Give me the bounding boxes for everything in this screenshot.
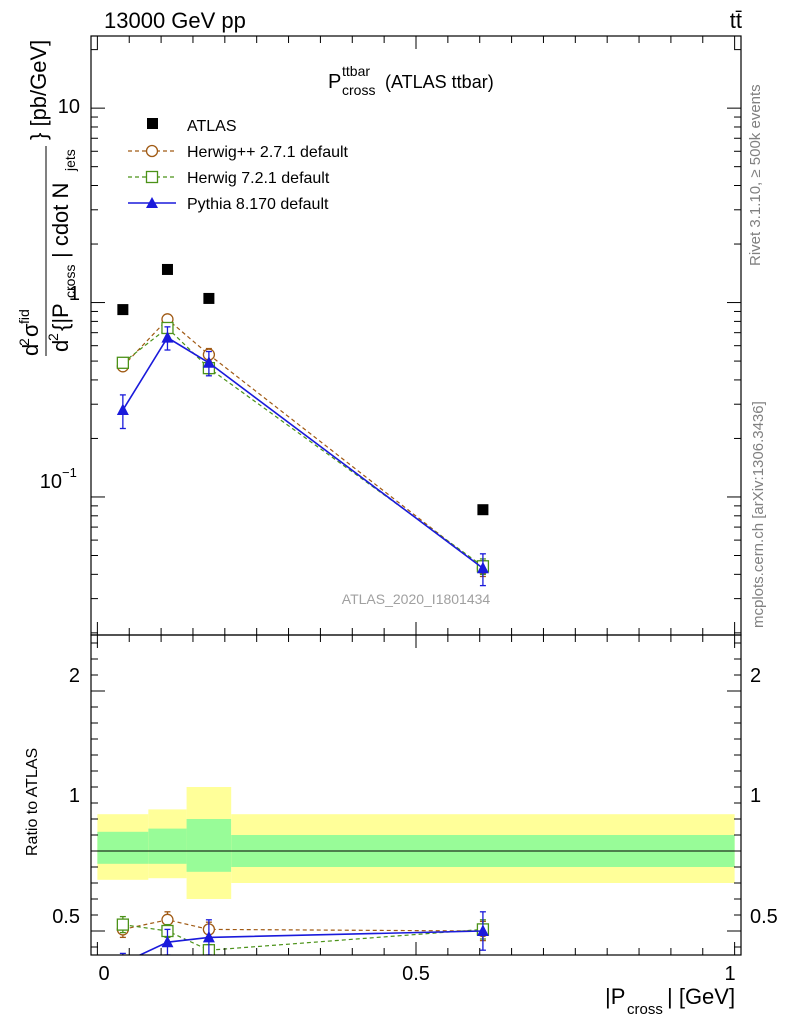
ratio-bands xyxy=(91,787,741,899)
point-pythia-8-170-default-3 xyxy=(476,924,489,936)
point-atlas-2 xyxy=(203,292,215,304)
xlabel-sub: cross xyxy=(627,1001,663,1018)
mcplots-label: mcplots.cern.ch [arXiv:1306.3436] xyxy=(750,401,767,628)
header-energy: 13000 GeV pp xyxy=(104,8,246,33)
xtick-label-05: 0.5 xyxy=(402,963,430,985)
analysis-watermark: ATLAS_2020_I1801434 xyxy=(342,591,491,607)
ytick-label-10: 10 xyxy=(58,96,80,118)
ytick-label-01-exp: −1 xyxy=(62,465,77,480)
legend-marker-herwig7 xyxy=(145,170,159,184)
axes-frame xyxy=(90,35,742,956)
legend-label-herwigpp: Herwig++ 2.7.1 default xyxy=(187,144,349,161)
title-sub: cross xyxy=(342,82,375,98)
ylabel-den-d: d xyxy=(48,340,73,352)
rtick-label-2-left: 2 xyxy=(69,665,80,687)
series-line-herwig-7-2-1-default xyxy=(122,924,483,951)
point-pythia-8-170-default-0 xyxy=(116,403,129,416)
xlabel-pre: |P xyxy=(605,984,625,1009)
series-line-herwig-2-7-1-default xyxy=(122,318,484,569)
point-atlas-1 xyxy=(161,263,173,275)
ratio-data xyxy=(116,911,490,969)
series-line-herwig-2-7-1-default xyxy=(122,919,483,932)
point-atlas-0 xyxy=(117,304,129,316)
point-pythia-8-170-default-2 xyxy=(202,930,215,943)
legend: ATLAS Herwig++ 2.7.1 default Herwig 7.2.… xyxy=(128,118,349,213)
band-green-1 xyxy=(148,828,187,864)
rtick-label-05-right: 0.5 xyxy=(750,906,778,928)
main-ytick-labels: 10 1 10 −1 xyxy=(40,96,80,493)
series-line-pythia-8-170-default xyxy=(138,930,483,955)
legend-label-atlas: ATLAS xyxy=(187,118,237,135)
legend-label-herwig7: Herwig 7.2.1 default xyxy=(187,170,330,187)
series-line-herwig-7-2-1-default xyxy=(122,327,484,567)
xtick-label-1: 1 xyxy=(724,963,735,985)
point-pythia-8-170-default-3 xyxy=(476,561,489,574)
title-tail: (ATLAS ttbar) xyxy=(385,72,494,92)
main-ylabel: d 2 σ fid d 2 {|P cross | cdot N jets } … xyxy=(16,40,78,356)
ylabel-den-sub: cross xyxy=(62,265,78,298)
series-line-pythia-8-170-default xyxy=(122,336,484,569)
ylabel-num-sigma: σ xyxy=(18,323,43,337)
ylabel-num-sigma-sup: fid xyxy=(16,309,32,324)
ratio-ytick-labels: 0.5 1 2 0.5 1 2 xyxy=(52,665,778,928)
point-pythia-8-170-default-0 xyxy=(117,957,129,969)
ylabel-num-sup: 2 xyxy=(16,338,32,346)
point-atlas-3 xyxy=(477,504,489,516)
rtick-label-1-right: 1 xyxy=(750,785,761,807)
ratio-xlabel: |P cross | [GeV] xyxy=(605,984,735,1018)
xtick-labels: 0 0.5 1 xyxy=(98,963,735,985)
point-herwig-7-2-1-default-0 xyxy=(116,918,130,931)
header-process: tt̄ xyxy=(730,8,742,33)
ylabel-den-mid: | cdot N xyxy=(48,183,73,258)
rtick-label-2-right: 2 xyxy=(750,665,761,687)
point-pythia-8-170-default-1 xyxy=(161,331,174,343)
ylabel-tail: } [pb/GeV] xyxy=(26,40,51,140)
rtick-label-1-left: 1 xyxy=(69,785,80,807)
xlabel-post: | [GeV] xyxy=(667,984,735,1009)
point-herwig-2-7-1-default-1 xyxy=(161,913,174,926)
point-pythia-8-170-default-1 xyxy=(161,935,174,948)
ytick-label-1: 1 xyxy=(69,283,80,305)
plot-title: P ttbar cross (ATLAS ttbar) xyxy=(328,63,494,98)
point-herwig-7-2-1-default-0 xyxy=(116,356,130,369)
ylabel-num-d: d xyxy=(18,344,43,356)
band-green-2 xyxy=(186,819,232,872)
ratio-ylabel: Ratio to ATLAS xyxy=(24,748,41,856)
legend-label-pythia: Pythia 8.170 default xyxy=(187,196,329,213)
ylabel-den-sup: 2 xyxy=(45,333,61,341)
main-data xyxy=(116,263,490,587)
rtick-label-05-left: 0.5 xyxy=(52,906,80,928)
title-sup: ttbar xyxy=(342,63,370,79)
title-main: P xyxy=(328,71,341,93)
legend-marker-atlas xyxy=(147,118,158,129)
point-pythia-8-170-default-2 xyxy=(202,356,215,368)
xtick-label-0: 0 xyxy=(98,963,109,985)
rivet-label: Rivet 3.1.10, ≥ 500k events xyxy=(747,84,764,266)
legend-marker-herwigpp xyxy=(145,144,159,158)
ylabel-den-sub2: jets xyxy=(62,149,78,172)
ylabel-den-body: {|P xyxy=(48,303,73,331)
band-green-0 xyxy=(97,831,149,864)
ytick-label-01-base: 10 xyxy=(40,471,62,493)
legend-marker-pythia xyxy=(146,197,158,208)
